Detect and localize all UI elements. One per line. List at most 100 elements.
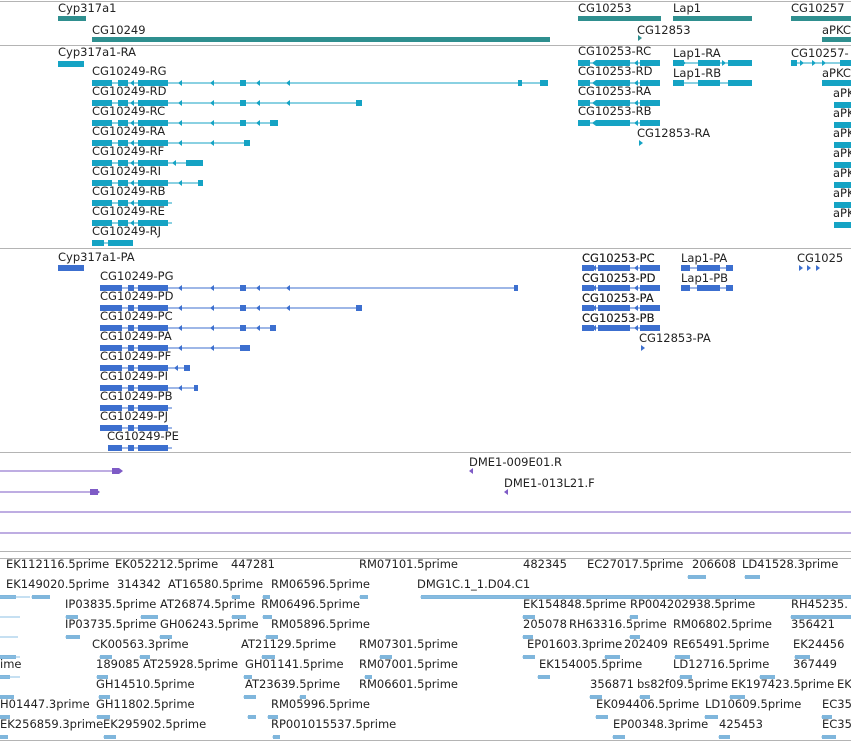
est-block[interactable] bbox=[822, 715, 832, 719]
exon-block[interactable] bbox=[834, 222, 851, 228]
exon-block[interactable] bbox=[58, 265, 84, 271]
exon-block[interactable] bbox=[118, 160, 128, 166]
exon-block[interactable] bbox=[240, 285, 246, 291]
est-block[interactable] bbox=[99, 695, 110, 699]
exon-block[interactable] bbox=[198, 180, 203, 186]
exon-block[interactable] bbox=[598, 265, 630, 271]
exon-block[interactable] bbox=[834, 202, 851, 208]
exon-block[interactable] bbox=[514, 285, 518, 291]
exon-block[interactable] bbox=[834, 142, 851, 148]
exon-block[interactable] bbox=[138, 160, 168, 166]
exon-block[interactable] bbox=[138, 425, 168, 431]
exon-block[interactable] bbox=[540, 80, 548, 86]
exon-block[interactable] bbox=[640, 100, 660, 106]
exon-block[interactable] bbox=[518, 80, 522, 86]
est-block[interactable] bbox=[244, 675, 252, 679]
exon-block[interactable] bbox=[728, 80, 752, 86]
est-block[interactable] bbox=[822, 735, 836, 739]
exon-block[interactable] bbox=[834, 162, 851, 168]
exon-block[interactable] bbox=[58, 61, 84, 67]
exon-block[interactable] bbox=[118, 180, 128, 186]
est-block[interactable] bbox=[380, 655, 392, 659]
exon-block[interactable] bbox=[100, 285, 122, 291]
exon-block[interactable] bbox=[118, 220, 128, 226]
est-block[interactable] bbox=[613, 735, 625, 739]
exon-block[interactable] bbox=[184, 365, 190, 371]
exon-block[interactable] bbox=[582, 285, 594, 291]
exon-block[interactable] bbox=[840, 60, 851, 66]
exon-block[interactable] bbox=[186, 160, 203, 166]
exon-block[interactable] bbox=[697, 265, 720, 271]
gene-bar[interactable] bbox=[673, 16, 752, 21]
exon-block[interactable] bbox=[582, 265, 594, 271]
est-block[interactable] bbox=[97, 675, 108, 679]
exon-block[interactable] bbox=[726, 285, 733, 291]
exon-block[interactable] bbox=[356, 100, 362, 106]
exon-block[interactable] bbox=[240, 100, 246, 106]
est-block[interactable] bbox=[97, 715, 110, 719]
gene-bar[interactable] bbox=[791, 16, 851, 21]
exon-block[interactable] bbox=[578, 80, 590, 86]
est-block[interactable] bbox=[640, 695, 650, 699]
exon-block[interactable] bbox=[698, 60, 720, 66]
exon-block[interactable] bbox=[598, 285, 630, 291]
exon-block[interactable] bbox=[578, 120, 590, 126]
est-block[interactable] bbox=[100, 655, 112, 659]
exon-block[interactable] bbox=[138, 285, 168, 291]
exon-block[interactable] bbox=[100, 305, 122, 311]
exon-block[interactable] bbox=[596, 80, 630, 86]
exon-block[interactable] bbox=[240, 345, 250, 351]
exon-block[interactable] bbox=[118, 120, 128, 126]
exon-block[interactable] bbox=[138, 325, 168, 331]
est-block[interactable] bbox=[232, 595, 240, 599]
est-block[interactable] bbox=[745, 575, 760, 579]
exon-block[interactable] bbox=[356, 305, 362, 311]
exon-block[interactable] bbox=[118, 200, 128, 206]
exon-block[interactable] bbox=[108, 240, 133, 246]
est-block[interactable] bbox=[523, 655, 535, 659]
exon-block[interactable] bbox=[822, 80, 851, 86]
exon-block[interactable] bbox=[270, 120, 278, 126]
exon-block[interactable] bbox=[596, 60, 630, 66]
est-block[interactable] bbox=[0, 735, 8, 739]
exon-block[interactable] bbox=[791, 60, 797, 66]
exon-block[interactable] bbox=[118, 140, 128, 146]
est-block[interactable] bbox=[791, 615, 851, 619]
exon-block[interactable] bbox=[640, 120, 660, 126]
est-block[interactable] bbox=[300, 695, 306, 699]
exon-block[interactable] bbox=[681, 265, 690, 271]
est-block[interactable] bbox=[263, 595, 270, 599]
est-block[interactable] bbox=[0, 695, 14, 699]
exon-block[interactable] bbox=[100, 405, 122, 411]
est-block[interactable] bbox=[244, 695, 256, 699]
est-block[interactable] bbox=[730, 695, 745, 699]
est-block[interactable] bbox=[248, 715, 256, 719]
exon-block[interactable] bbox=[138, 405, 168, 411]
exon-block[interactable] bbox=[640, 265, 660, 271]
exon-block[interactable] bbox=[834, 182, 851, 188]
est-block[interactable] bbox=[268, 715, 278, 719]
exon-block[interactable] bbox=[100, 325, 122, 331]
exon-block[interactable] bbox=[138, 100, 168, 106]
exon-block[interactable] bbox=[582, 305, 594, 311]
exon-block[interactable] bbox=[240, 305, 246, 311]
exon-block[interactable] bbox=[673, 80, 684, 86]
gene-bar[interactable] bbox=[822, 37, 851, 42]
exon-block[interactable] bbox=[240, 120, 246, 126]
est-block[interactable] bbox=[538, 675, 550, 679]
est-block[interactable] bbox=[719, 735, 730, 739]
est-block[interactable] bbox=[605, 655, 620, 659]
exon-block[interactable] bbox=[194, 385, 198, 391]
exon-block[interactable] bbox=[138, 220, 168, 226]
est-block[interactable] bbox=[104, 735, 116, 739]
exon-block[interactable] bbox=[582, 325, 594, 331]
est-block[interactable] bbox=[365, 675, 372, 679]
exon-block[interactable] bbox=[697, 285, 720, 291]
exon-block[interactable] bbox=[726, 265, 733, 271]
est-block[interactable] bbox=[688, 575, 706, 579]
est-block[interactable] bbox=[232, 615, 246, 619]
exon-block[interactable] bbox=[640, 285, 660, 291]
exon-block[interactable] bbox=[240, 325, 246, 331]
est-block[interactable] bbox=[140, 655, 150, 659]
